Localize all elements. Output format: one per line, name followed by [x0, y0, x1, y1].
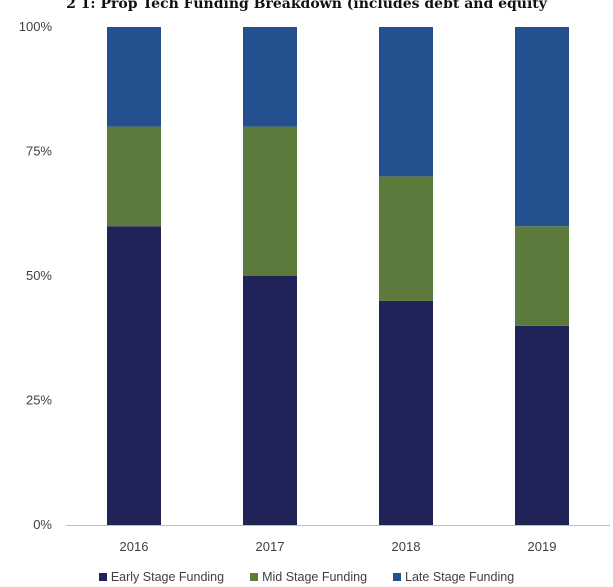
legend-label: Mid Stage Funding: [262, 570, 368, 584]
legend-swatch: [393, 573, 402, 581]
y-tick-label: 50%: [26, 268, 52, 283]
bar-segment-2019-late-stage-funding: [515, 27, 569, 227]
legend-swatch: [250, 573, 259, 581]
legend: Early Stage Funding Mid Stage Funding Late…: [0, 567, 613, 587]
legend-label: Late Stage Funding: [405, 570, 515, 584]
legend-item: Early Stage Funding: [98, 570, 225, 584]
bar-segment-2017-early-stage-funding: [243, 276, 297, 525]
chart-title: 2 1: Prop Tech Funding Breakdown (includ…: [66, 0, 547, 12]
y-tick-label: 25%: [26, 393, 52, 408]
x-tick-label: 2016: [120, 539, 149, 554]
x-tick-label: 2017: [256, 539, 285, 554]
bar-segment-2019-mid-stage-funding: [515, 226, 569, 326]
legend-swatch: [98, 573, 107, 581]
legend-item: Mid Stage Funding: [250, 570, 367, 584]
legend-item: Late Stage Funding: [393, 570, 514, 584]
bar-segment-2018-early-stage-funding: [379, 300, 433, 525]
bar-segment-2016-late-stage-funding: [107, 27, 161, 127]
bar-segment-2018-mid-stage-funding: [379, 176, 433, 301]
bar-segment-2017-mid-stage-funding: [243, 126, 297, 276]
bar-segment-2016-mid-stage-funding: [107, 126, 161, 227]
bar-segment-2016-early-stage-funding: [107, 226, 161, 525]
bar-segment-2019-early-stage-funding: [515, 325, 569, 525]
bar-segment-2017-late-stage-funding: [243, 27, 297, 127]
bars: [107, 27, 569, 525]
x-axis: 2016 2017 2018 2019: [120, 539, 557, 554]
legend-label: Early Stage Funding: [110, 570, 225, 584]
x-tick-label: 2019: [528, 539, 557, 554]
y-axis: 0% 25% 50% 75% 100%: [19, 19, 53, 532]
y-tick-label: 75%: [26, 144, 52, 159]
y-tick-label: 100%: [19, 19, 53, 34]
bar-segment-2018-late-stage-funding: [379, 27, 433, 177]
x-tick-label: 2018: [392, 539, 421, 554]
y-tick-label: 0%: [33, 517, 52, 532]
